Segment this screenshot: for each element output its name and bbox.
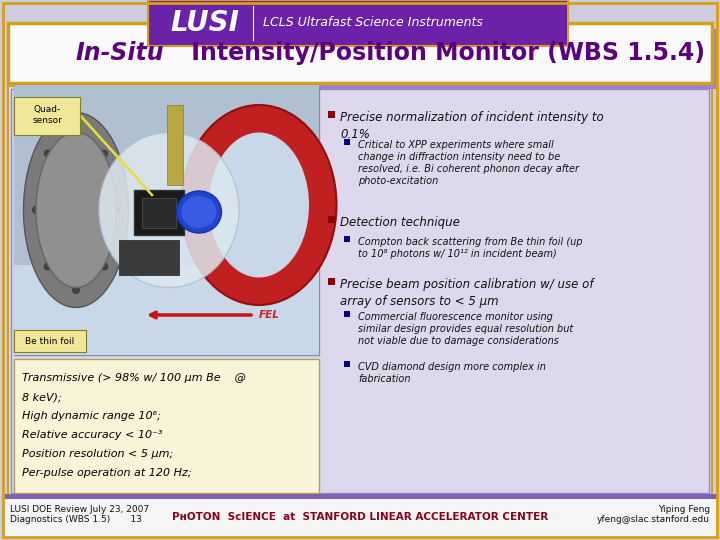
Text: LUSI DOE Review July 23, 2007
Diagnostics (WBS 1.5)       13: LUSI DOE Review July 23, 2007 Diagnostic… — [10, 505, 149, 524]
Text: FEL: FEL — [259, 310, 280, 320]
Bar — [134, 190, 184, 235]
Bar — [344, 236, 350, 242]
Text: Precise beam position calibration w/ use of
array of sensors to < 5 μm: Precise beam position calibration w/ use… — [340, 278, 593, 307]
FancyBboxPatch shape — [14, 330, 86, 352]
Text: In-Situ: In-Situ — [75, 41, 163, 65]
Text: LUSI: LUSI — [170, 9, 239, 37]
Ellipse shape — [209, 132, 309, 278]
Bar — [328, 216, 335, 223]
Text: PʜOTON  SᴄIENCE  at  STANFORD LINEAR ACCELERATOR CENTER: PʜOTON SᴄIENCE at STANFORD LINEAR ACCELE… — [172, 512, 548, 522]
Bar — [119, 240, 179, 275]
Ellipse shape — [101, 263, 108, 270]
Ellipse shape — [44, 150, 51, 157]
Text: Intensity/Position Monitor (WBS 1.5.4): Intensity/Position Monitor (WBS 1.5.4) — [183, 41, 705, 65]
Bar — [148, 0, 568, 46]
Bar — [167, 105, 183, 185]
Text: Per-pulse operation at 120 Hz;: Per-pulse operation at 120 Hz; — [22, 468, 192, 478]
Bar — [328, 278, 335, 285]
Text: Critical to XPP experiments where small
change in diffraction intensity need to : Critical to XPP experiments where small … — [358, 140, 579, 186]
Ellipse shape — [181, 196, 217, 228]
Bar — [3, 497, 717, 537]
Ellipse shape — [99, 132, 239, 287]
Ellipse shape — [32, 206, 40, 213]
Text: 8 keV);: 8 keV); — [22, 392, 62, 402]
Text: Transmissive (> 98% w/ 100 μm Be    @: Transmissive (> 98% w/ 100 μm Be @ — [22, 373, 246, 383]
Text: Be thin foil: Be thin foil — [25, 336, 75, 346]
Ellipse shape — [176, 191, 222, 233]
Ellipse shape — [112, 206, 120, 213]
Ellipse shape — [24, 112, 128, 307]
Bar — [14, 265, 319, 355]
Text: CVD diamond design more complex in
fabrication: CVD diamond design more complex in fabri… — [358, 362, 546, 384]
Ellipse shape — [44, 263, 51, 270]
Text: Yiping Feng
yfeng@slac.stanford.edu: Yiping Feng yfeng@slac.stanford.edu — [597, 505, 710, 524]
Ellipse shape — [101, 150, 108, 157]
Bar — [8, 23, 712, 83]
Bar — [328, 111, 335, 118]
Text: Commercial fluorescence monitor using
similar design provides equal resolution b: Commercial fluorescence monitor using si… — [358, 312, 573, 346]
Bar — [148, 0, 568, 46]
Bar — [14, 85, 319, 355]
Bar — [11, 89, 709, 493]
Bar — [3, 494, 717, 499]
Text: Compton back scattering from Be thin foil (up
to 10⁸ photons w/ 10¹² in incident: Compton back scattering from Be thin foi… — [358, 237, 582, 259]
Bar — [14, 29, 718, 89]
Bar — [14, 359, 319, 493]
Text: Detection technique: Detection technique — [340, 216, 460, 229]
Bar — [344, 361, 350, 367]
Ellipse shape — [36, 132, 116, 287]
Bar — [142, 198, 176, 228]
Text: Precise normalization of incident intensity to
0.1%: Precise normalization of incident intens… — [340, 111, 604, 140]
Text: Position resolution < 5 μm;: Position resolution < 5 μm; — [22, 449, 174, 459]
Text: High dynamic range 10⁶;: High dynamic range 10⁶; — [22, 411, 161, 421]
Text: LCLS Ultrafast Science Instruments: LCLS Ultrafast Science Instruments — [263, 17, 483, 30]
Bar — [344, 311, 350, 317]
Bar — [344, 139, 350, 145]
FancyBboxPatch shape — [14, 97, 80, 135]
Text: Quad-
sensor: Quad- sensor — [32, 105, 62, 125]
Bar — [8, 86, 712, 496]
Bar — [14, 85, 319, 355]
Ellipse shape — [73, 126, 79, 133]
Ellipse shape — [73, 287, 79, 294]
Text: Relative accuracy < 10⁻³: Relative accuracy < 10⁻³ — [22, 430, 163, 440]
Ellipse shape — [181, 105, 336, 305]
